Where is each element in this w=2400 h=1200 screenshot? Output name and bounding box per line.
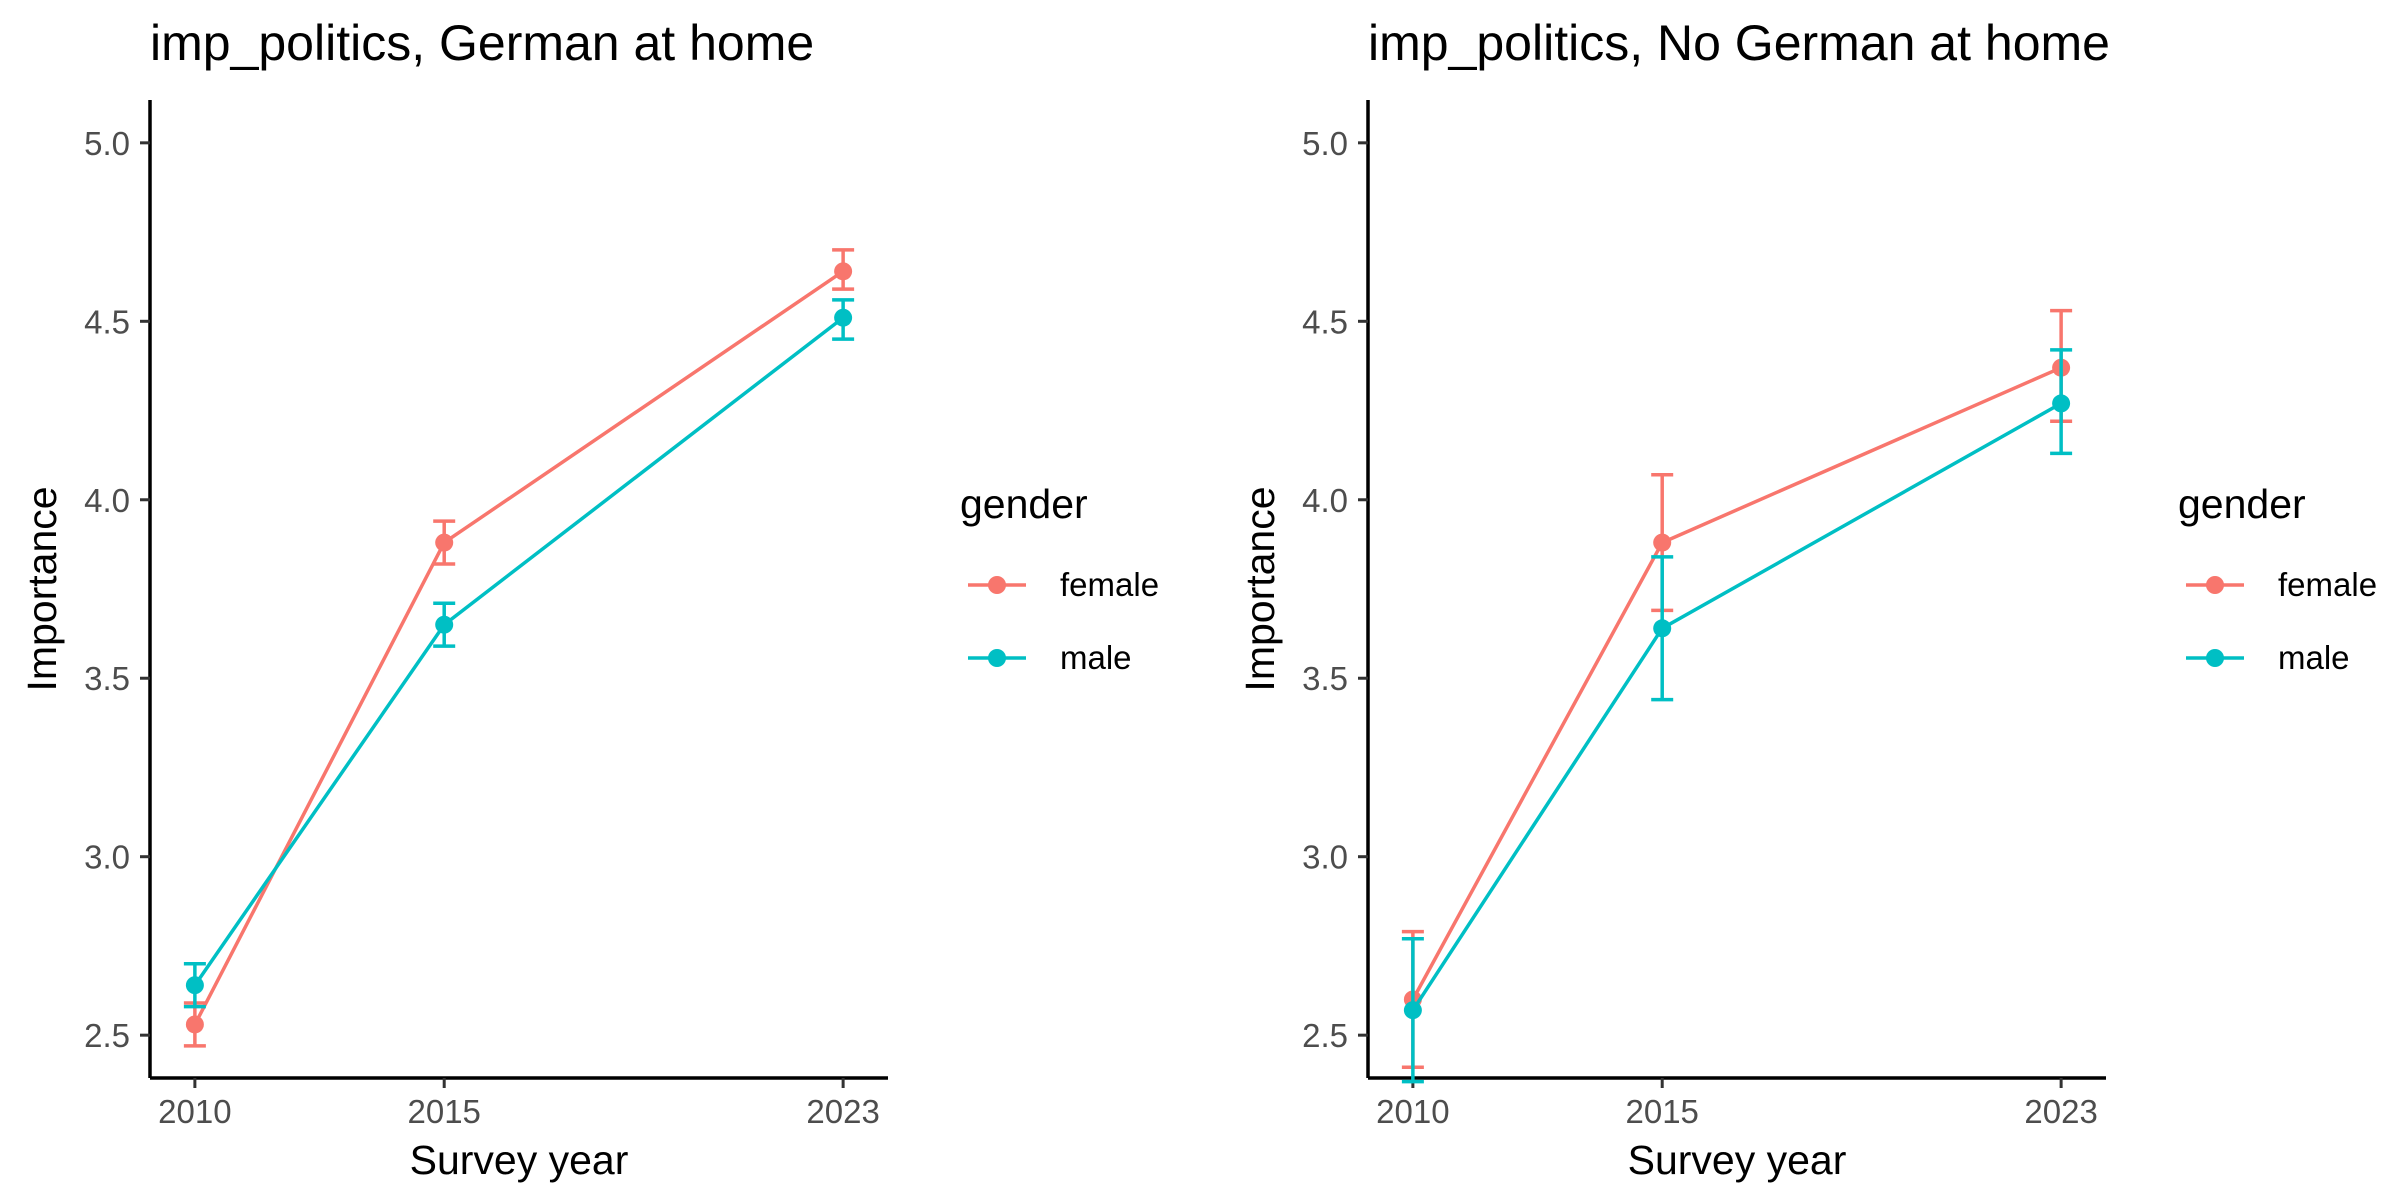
data-point-female xyxy=(435,533,454,552)
legend-key-point xyxy=(988,649,1006,667)
y-axis-label: Importance xyxy=(19,486,65,691)
legend-entry-male: male xyxy=(2278,639,2350,676)
x-tick-label: 2023 xyxy=(806,1093,879,1130)
legend-entry-male: male xyxy=(1060,639,1132,676)
legend-key-point xyxy=(2206,649,2224,667)
series-male xyxy=(183,298,855,1009)
data-point-male xyxy=(1653,619,1672,638)
legend-key-point xyxy=(988,576,1006,594)
data-point-male xyxy=(2052,394,2071,413)
legend-title: gender xyxy=(960,481,1088,527)
chart-panel-2: imp_politics, No German at home 2.5 3.0 3.5… xyxy=(1237,15,2377,1183)
legend-key-point xyxy=(2206,576,2224,594)
x-axis-label: Survey year xyxy=(410,1137,629,1183)
y-tick-label: 3.0 xyxy=(84,839,130,876)
legend-entry-female: female xyxy=(1060,566,1159,603)
x-tick-label: 2015 xyxy=(1625,1093,1698,1130)
series-male xyxy=(1401,348,2073,1084)
x-tick-label: 2010 xyxy=(1376,1093,1449,1130)
y-tick-label: 3.5 xyxy=(84,660,130,697)
y-tick-label: 2.5 xyxy=(84,1017,130,1054)
x-tick-label: 2015 xyxy=(407,1093,480,1130)
y-tick-label: 4.0 xyxy=(84,482,130,519)
y-tick-label: 4.5 xyxy=(84,303,130,340)
x-axis-label: Survey year xyxy=(1628,1137,1847,1183)
data-point-male xyxy=(435,615,454,634)
y-tick-label: 5.0 xyxy=(84,125,130,162)
data-point-male xyxy=(1403,1001,1422,1020)
legend: gender female male xyxy=(960,481,1159,676)
y-axis-label: Importance xyxy=(1237,486,1283,691)
x-tick-label: 2010 xyxy=(158,1093,231,1130)
y-tick-label: 2.5 xyxy=(1302,1017,1348,1054)
y-tick-label: 3.5 xyxy=(1302,660,1348,697)
data-point-female xyxy=(834,262,853,281)
data-point-female xyxy=(1653,533,1672,552)
legend: gender female male xyxy=(2178,481,2377,676)
data-point-male xyxy=(185,976,204,995)
legend-entry-female: female xyxy=(2278,566,2377,603)
y-tick-label: 4.5 xyxy=(1302,303,1348,340)
data-point-female xyxy=(185,1015,204,1034)
chart-title: imp_politics, German at home xyxy=(150,15,814,71)
y-tick-label: 3.0 xyxy=(1302,839,1348,876)
chart-title: imp_politics, No German at home xyxy=(1368,15,2110,71)
y-tick-label: 5.0 xyxy=(1302,125,1348,162)
legend-title: gender xyxy=(2178,481,2306,527)
y-tick-label: 4.0 xyxy=(1302,482,1348,519)
x-tick-label: 2023 xyxy=(2024,1093,2097,1130)
data-point-male xyxy=(834,308,853,327)
chart-panel-1: imp_politics, German at home 2.5 3.0 3.5 4.0… xyxy=(19,15,1159,1183)
